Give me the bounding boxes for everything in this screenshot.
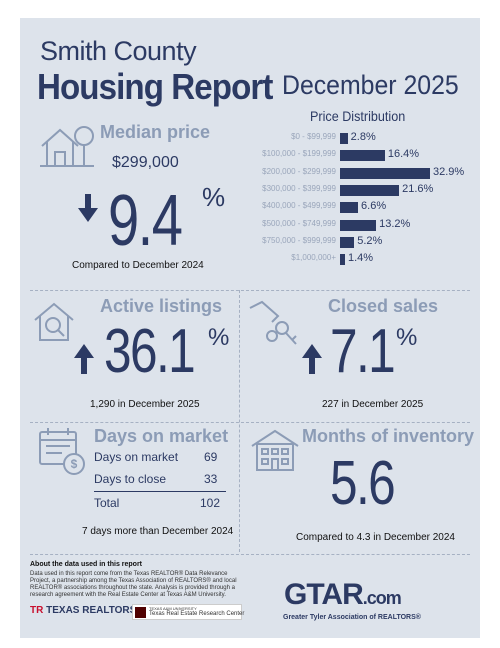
median-price-label: Median price [100, 122, 211, 142]
report-title: Housing Report [37, 66, 273, 107]
days-to-close-row-name: Days to close [94, 472, 167, 486]
closed-sales-change: 7.1 [330, 317, 396, 386]
texas-realtors-text: TEXAS REALTORS [46, 605, 137, 616]
price-distribution-row: $500,000 - $749,999 13.2% [20, 217, 480, 233]
price-distribution-bar [340, 202, 359, 214]
price-range-label: $500,000 - $749,999 [262, 218, 336, 228]
days-on-market-row-value: 69 [204, 450, 218, 464]
housing-report-page: Smith County Housing Report December 202… [20, 18, 480, 638]
closed-sales-percent-sign: % [396, 324, 418, 351]
arrow-up-icon [74, 344, 94, 374]
price-distribution-bar [340, 167, 430, 179]
price-distribution-row: $100,000 - $199,999 16.4% [20, 147, 480, 163]
tamu-name-text: Texas Real Estate Research Center [149, 611, 245, 617]
price-range-label: $750,000 - $999,999 [262, 235, 336, 245]
price-distribution-value: 21.6% [402, 182, 434, 195]
days-total-value: 102 [200, 496, 221, 510]
divider-bottom [30, 554, 470, 555]
gtar-subtitle: Greater Tyler Association of REALTORS® [283, 614, 421, 621]
house-tree-icon [40, 126, 94, 167]
price-distribution-row: $750,000 - $999,999 5.2% [20, 234, 480, 250]
price-distribution-row: $400,000 - $499,999 6.6% [20, 199, 480, 215]
price-range-label: $100,000 - $199,999 [262, 149, 336, 159]
gtar-main-text: GTAR [284, 578, 364, 611]
price-range-label: $300,000 - $399,999 [262, 183, 336, 193]
about-data-title: About the data used in this report [30, 561, 143, 568]
price-distribution-value: 1.4% [348, 252, 374, 265]
apartment-building-icon [251, 429, 299, 471]
days-on-market-label: Days on market [94, 426, 229, 446]
county-name: Smith County [40, 36, 197, 66]
tamu-research-center-logo: TEXAS A&M UNIVERSITY Texas Real Estate R… [132, 604, 245, 620]
days-total-rule [94, 491, 226, 492]
price-distribution-bar [340, 236, 355, 248]
days-on-market-note: 7 days more than December 2024 [82, 526, 234, 537]
median-price-note: Compared to December 2024 [72, 260, 204, 271]
median-price-percent-sign: % [202, 182, 226, 212]
arrow-down-icon [78, 194, 98, 222]
price-distribution-row: $200,000 - $299,999 32.9% [20, 165, 480, 181]
price-distribution-value: 2.8% [350, 131, 376, 143]
about-data-text: Data used in this report come from the T… [30, 571, 237, 598]
hand-keys-icon [249, 300, 297, 345]
active-listings-label: Active listings [100, 296, 223, 316]
arrow-up-icon [302, 344, 322, 374]
price-distribution-value: 5.2% [357, 234, 383, 247]
divider-top [30, 290, 470, 291]
tamu-mark-icon [135, 607, 146, 618]
price-distribution-value: 32.9% [433, 165, 465, 178]
price-distribution-bar [340, 219, 377, 231]
price-distribution-bar [340, 184, 400, 196]
price-range-label: $200,000 - $299,999 [262, 166, 336, 176]
price-distribution-bar [340, 254, 345, 266]
price-range-label: $400,000 - $499,999 [262, 201, 336, 211]
active-listings-change: 36.1 [104, 317, 196, 386]
price-distribution-bar [340, 150, 385, 162]
closed-sales-note: 227 in December 2025 [322, 399, 424, 410]
divider-middle [30, 422, 470, 423]
house-search-icon [34, 302, 74, 341]
price-distribution-row: $0 - $99,999 2.8% [20, 130, 480, 146]
price-range-label: $0 - $99,999 [291, 132, 336, 141]
days-on-market-row-name: Days on market [94, 450, 179, 464]
price-distribution-value: 13.2% [379, 217, 411, 230]
months-inventory-label: Months of inventory [302, 426, 474, 446]
price-distribution-title: Price Distribution [310, 108, 406, 124]
divider-vertical [239, 290, 240, 552]
texas-realtors-logo: TR TEXAS REALTORS [30, 605, 136, 616]
tamu-small-text: TEXAS A&M UNIVERSITY [149, 606, 197, 611]
price-distribution-bar [340, 133, 348, 144]
months-inventory-value: 5.6 [330, 449, 396, 518]
gtar-logo: GTAR.com [284, 578, 402, 612]
tr-mark-icon: TR [30, 605, 44, 616]
active-listings-percent-sign: % [208, 324, 230, 351]
price-distribution-value: 6.6% [361, 200, 387, 213]
price-distribution-row: $1,000,000+ 1.4% [20, 251, 480, 267]
closed-sales-label: Closed sales [328, 296, 439, 316]
months-inventory-note: Compared to 4.3 in December 2024 [296, 532, 455, 543]
active-listings-note: 1,290 in December 2025 [90, 399, 200, 410]
svg-text:$: $ [71, 457, 78, 471]
median-price-value: $299,000 [112, 154, 179, 171]
price-range-label: $1,000,000+ [291, 253, 336, 263]
gtar-dotcom-text: .com [362, 588, 402, 608]
calendar-money-icon: $ [39, 428, 85, 475]
report-month: December 2025 [282, 70, 459, 100]
price-distribution-row: $300,000 - $399,999 21.6% [20, 182, 480, 198]
median-price-change: 9.4 [108, 181, 183, 261]
days-to-close-row-value: 33 [204, 472, 218, 486]
price-distribution-value: 16.4% [387, 148, 420, 161]
days-total-name: Total [94, 496, 120, 510]
